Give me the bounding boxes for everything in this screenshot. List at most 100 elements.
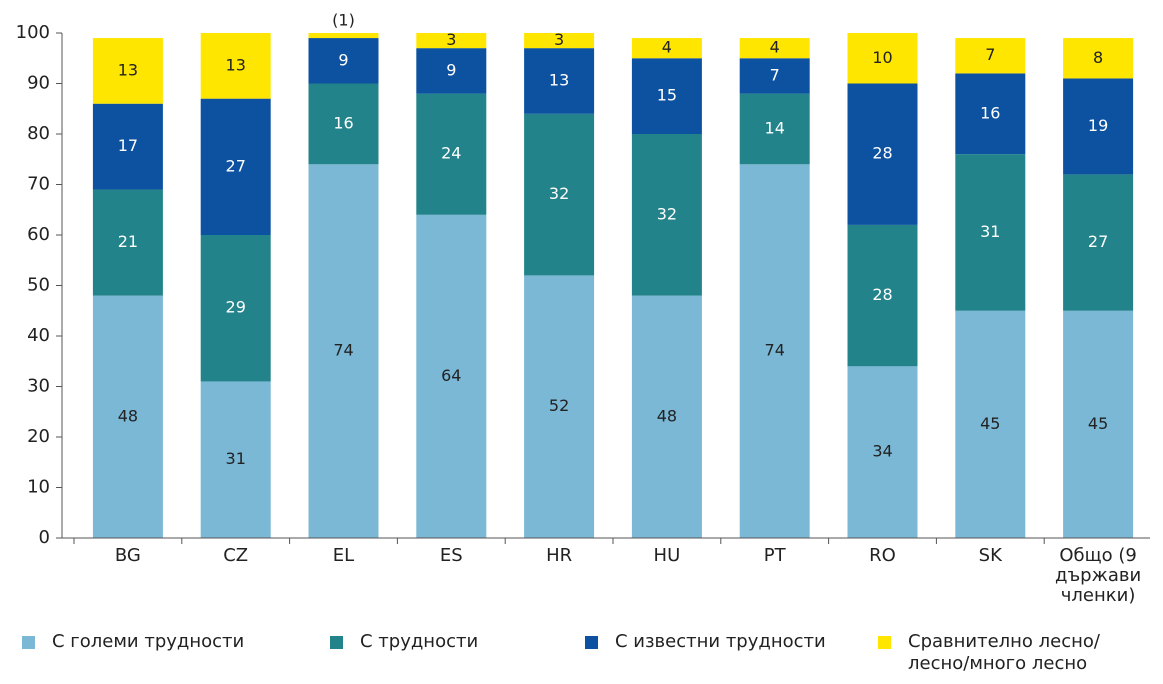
data-label: 48 [657, 406, 677, 425]
y-tick-label: 30 [27, 376, 50, 397]
data-label: 31 [226, 449, 246, 468]
bar-segment [92, 38, 163, 104]
data-label: 24 [441, 144, 461, 163]
bar-segment [631, 295, 702, 538]
bar-segment [308, 83, 379, 165]
x-tick-label: CZ [223, 545, 249, 566]
bar-segment [1063, 78, 1134, 175]
x-tick-label: HR [546, 545, 573, 566]
bar-segment [631, 38, 702, 59]
data-label: 34 [872, 442, 892, 461]
y-tick-label: 20 [27, 426, 50, 447]
legend-swatch [585, 636, 598, 649]
bar-segment [200, 33, 271, 99]
x-tick-label: SK [978, 545, 1002, 566]
legend-label: С известни трудности [615, 631, 826, 652]
y-tick-label: 100 [16, 22, 50, 43]
y-tick-label: 10 [27, 477, 50, 498]
bar-segment [847, 366, 918, 538]
x-tick-label: Общо (9 държави членки) [1055, 545, 1142, 606]
x-tick-label: ES [439, 545, 463, 566]
bar-segment [308, 33, 379, 39]
bar-segment [847, 224, 918, 367]
bar-segment [416, 48, 487, 94]
bar-segment [524, 48, 595, 114]
data-label: 9 [338, 50, 348, 69]
bar-segment [1063, 38, 1134, 79]
bar-segment [200, 98, 271, 236]
bar-segment [955, 73, 1026, 155]
data-label: 45 [1088, 414, 1108, 433]
bar-segment [739, 58, 810, 94]
bar-segment [739, 93, 810, 165]
data-label: 3 [446, 30, 456, 49]
bar-segment [524, 113, 595, 276]
bar-segment [200, 381, 271, 538]
data-label: 64 [441, 366, 461, 385]
data-label: 14 [765, 118, 785, 137]
data-label: 4 [662, 38, 672, 57]
bar-segment [955, 38, 1026, 74]
bar-segment [847, 33, 918, 84]
data-label: 32 [657, 204, 677, 223]
bar-segment [416, 214, 487, 539]
bar-segment [92, 295, 163, 538]
legend-swatch [330, 636, 343, 649]
x-tick-label: RO [869, 545, 896, 566]
y-tick-label: 90 [27, 73, 50, 94]
data-label: 9 [446, 60, 456, 79]
bar-segment [1063, 310, 1134, 538]
data-label: 32 [549, 184, 569, 203]
x-tick-label: HU [653, 545, 681, 566]
bar-segment [739, 38, 810, 59]
data-label: 7 [985, 45, 995, 64]
y-tick-label: 40 [27, 325, 50, 346]
bar-segment [416, 93, 487, 215]
data-label: 13 [549, 70, 569, 89]
legend-label: С големи трудности [52, 631, 245, 652]
bar-segment [92, 189, 163, 296]
data-label: 74 [765, 341, 785, 360]
data-label: 8 [1093, 48, 1103, 67]
bar-segment [847, 83, 918, 225]
data-label: 74 [333, 341, 353, 360]
data-label: 29 [226, 298, 246, 317]
data-label: 28 [872, 144, 892, 163]
bar-segment [308, 38, 379, 84]
x-tick-label: EL [332, 545, 355, 566]
data-label: 45 [980, 414, 1000, 433]
bar-segment [524, 275, 595, 538]
data-label: 10 [872, 48, 892, 67]
data-label: 27 [1088, 232, 1108, 251]
data-label: 7 [770, 65, 780, 84]
bar-segment [955, 310, 1026, 538]
bar-segment [308, 164, 379, 539]
bar-segment [631, 134, 702, 296]
data-label: 21 [118, 232, 138, 251]
data-label: 17 [118, 136, 138, 155]
data-label: 13 [226, 55, 246, 74]
data-label: 19 [1088, 116, 1108, 135]
legend-label: С трудности [360, 631, 479, 652]
x-tick-label: PT [763, 545, 786, 566]
bar-segment [631, 58, 702, 134]
legend-swatch [22, 636, 35, 649]
data-label: 48 [118, 406, 138, 425]
data-label: 15 [657, 86, 677, 105]
data-label: 27 [226, 156, 246, 175]
data-label: 28 [872, 285, 892, 304]
legend-label: Сравнително лесно/ лесно/много лесно [908, 631, 1100, 674]
data-label: 16 [333, 113, 353, 132]
data-label: 4 [770, 38, 780, 57]
data-label: 13 [118, 60, 138, 79]
bar-segment [200, 235, 271, 382]
data-label: 31 [980, 222, 1000, 241]
data-label: 16 [980, 103, 1000, 122]
legend-swatch [878, 636, 891, 649]
y-tick-label: 80 [27, 123, 50, 144]
bar-segment [1063, 174, 1134, 311]
y-tick-label: 60 [27, 224, 50, 245]
data-label: 3 [554, 30, 564, 49]
